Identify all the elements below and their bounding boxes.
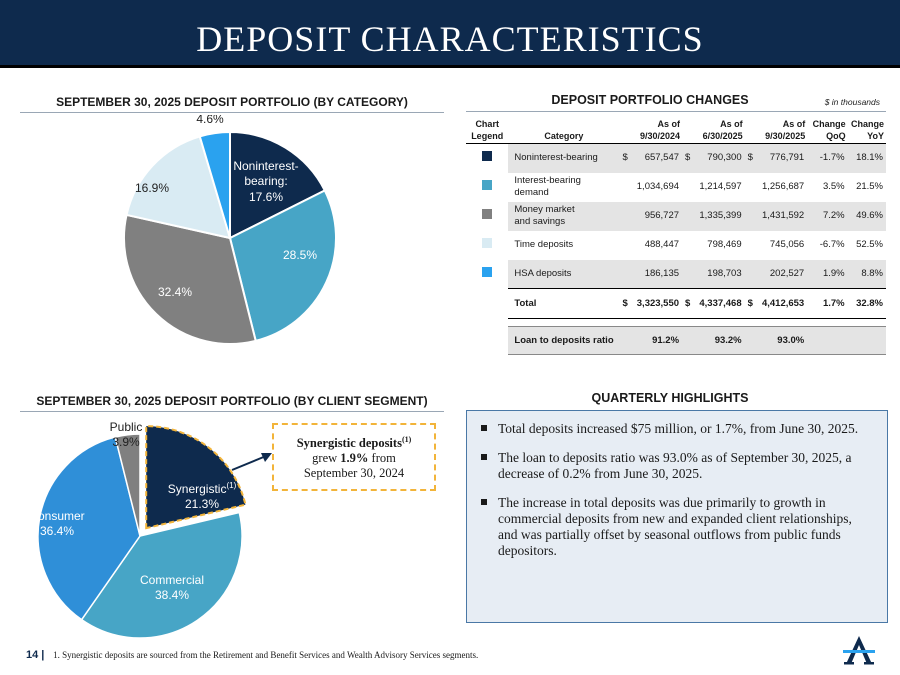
callout-title: Synergistic deposits(1): [296, 435, 412, 451]
callout-line3: September 30, 2024: [303, 466, 405, 481]
segment-chart-title: SEPTEMBER 30, 2025 DEPOSIT PORTFOLIO (BY…: [36, 394, 428, 408]
table-header-row: Chart Legend Category As of 9/30/2024 As o…: [466, 117, 886, 144]
slice-label: Consumer: [29, 509, 84, 523]
arrow-head: [261, 453, 272, 462]
ltd-label: Loan to deposits ratio: [508, 326, 620, 355]
header-change-yoy: Change YoY: [850, 119, 884, 141]
arrow-shaft: [231, 455, 267, 471]
units-note: $ in thousands: [824, 97, 880, 107]
list-item: The increase in total deposits was due p…: [481, 495, 873, 559]
highlights-title: QUARTERLY HIGHLIGHTS: [591, 391, 749, 405]
table-row: HSA deposits 186,135 198,703 202,527 1.9…: [466, 259, 886, 289]
legend-swatch: [482, 267, 493, 277]
slice-value-label: 4.6%: [196, 115, 224, 126]
loan-to-deposits-row: Loan to deposits ratio 91.2% 93.2% 93.0%: [466, 326, 886, 355]
deposit-changes-table: Chart Legend Category As of 9/30/2024 As o…: [466, 117, 886, 355]
row-category: HSA deposits: [508, 259, 620, 289]
company-logo-icon: [843, 636, 875, 665]
pie-slice: [123, 213, 257, 345]
total-label: Total: [508, 288, 620, 319]
slice-label-superscript: (1): [226, 481, 236, 490]
category-chart-title: SEPTEMBER 30, 2025 DEPOSIT PORTFOLIO (BY…: [56, 95, 408, 109]
row-category: Noninterest-bearing: [508, 143, 620, 173]
list-item: Total deposits increased $75 million, or…: [481, 421, 873, 437]
slice-label: Public: [110, 420, 143, 434]
page-number: 14 |: [26, 649, 45, 661]
slice-value-label: 28.5%: [283, 248, 317, 262]
bullet-icon: [481, 425, 487, 431]
pie-slice: [198, 130, 231, 239]
slice-label: Commercial: [140, 573, 204, 587]
row-category: Money market and savings: [508, 201, 620, 231]
table-row: Money market and savings 956,727 1,335,39…: [466, 201, 886, 231]
header-col-sep-2025: As of 9/30/2025: [765, 119, 806, 141]
pie-slice: [145, 425, 247, 530]
list-item: The loan to deposits ratio was 93.0% as …: [481, 450, 873, 482]
pie-slice: [80, 511, 243, 639]
footer: 14 | 1. Synergistic deposits are sourced…: [26, 649, 478, 661]
page-title: DEPOSIT CHARACTERISTICS: [196, 19, 704, 59]
table-row: Interest-bearing demand 1,034,694 1,214,5…: [466, 173, 886, 202]
slice-label: Synergistic(1): [168, 481, 237, 496]
highlights-list: Total deposits increased $75 million, or…: [481, 421, 873, 559]
title-bar: DEPOSIT CHARACTERISTICS: [0, 0, 900, 68]
slice-value-label: 17.6%: [249, 190, 283, 204]
slice-value-label: 16.9%: [135, 181, 169, 195]
synergistic-callout: Synergistic deposits(1) grew 1.9% from S…: [272, 423, 436, 491]
header-chart-legend: Chart Legend: [471, 119, 504, 141]
table-row: Noninterest-bearing $657,547 $790,300 $7…: [466, 143, 886, 173]
changes-title: DEPOSIT PORTFOLIO CHANGES: [551, 93, 749, 107]
category-pie-chart: Noninterest-bearing: 17.6% 28.5% 32.4% 16.9%…: [123, 115, 337, 345]
header-category: Category: [544, 131, 584, 141]
header-col-jun-2025: As of 6/30/2025: [702, 119, 743, 141]
legend-swatch: [482, 180, 493, 190]
table-total-row: Total $3,323,550 $4,337,468 $4,412,653 1…: [466, 288, 886, 319]
header-col-2024: As of 9/30/2024: [639, 119, 681, 141]
pie-slice: [37, 436, 141, 621]
slice-value-label: 38.4%: [155, 588, 189, 602]
category-title-rule: [20, 112, 444, 113]
bullet-icon: [481, 454, 487, 460]
pie-slice: [125, 135, 232, 240]
slice-value-label: 32.4%: [158, 285, 192, 299]
row-category: Time deposits: [514, 239, 574, 250]
pie-slice: [114, 433, 141, 537]
changes-title-rule: [466, 111, 886, 112]
segment-title-rule: [20, 411, 444, 412]
bullet-icon: [481, 499, 487, 505]
slice-value-label: 21.3%: [185, 497, 219, 511]
slice-value-label: 36.4%: [40, 524, 74, 538]
slice-label: Noninterest-: [233, 159, 298, 173]
footnote: 1. Synergistic deposits are sourced from…: [53, 650, 479, 660]
row-category: Interest-bearing demand: [514, 175, 581, 198]
slice-label: bearing:: [244, 174, 287, 188]
table-row: Time deposits 488,447 798,469 745,056 -6…: [466, 231, 886, 260]
legend-swatch: [482, 151, 493, 162]
callout-arrow: [231, 453, 272, 471]
highlights-box: Total deposits increased $75 million, or…: [466, 410, 888, 623]
pie-slice: [229, 130, 327, 240]
legend-swatch: [482, 238, 493, 248]
callout-line2: grew 1.9% from: [312, 451, 396, 466]
header-change-qoq: Change QoQ: [812, 119, 846, 141]
legend-swatch: [482, 209, 493, 219]
pie-slice: [228, 189, 337, 343]
slice-value-label: 3.9%: [112, 435, 140, 449]
